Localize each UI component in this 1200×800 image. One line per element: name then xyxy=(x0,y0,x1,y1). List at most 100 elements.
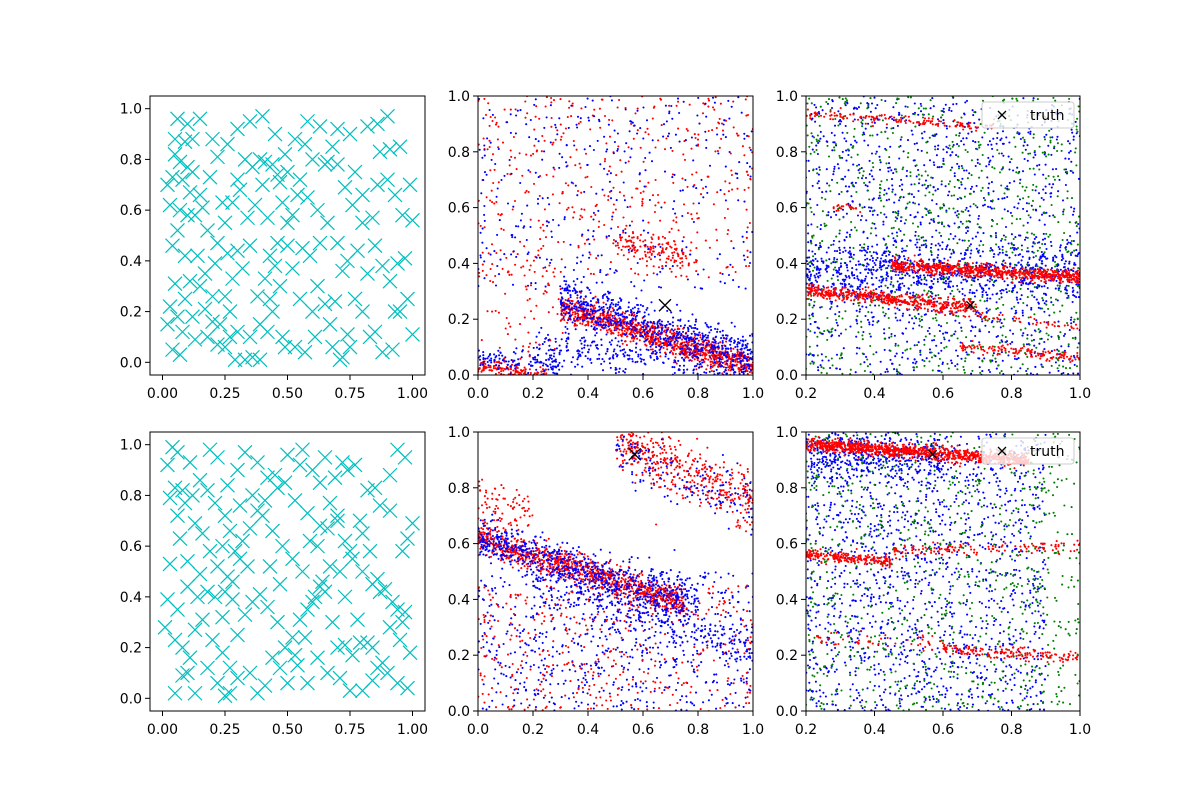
data-point xyxy=(571,311,575,314)
data-point xyxy=(1019,298,1022,301)
data-point xyxy=(620,170,623,173)
data-point xyxy=(664,324,667,327)
data-point xyxy=(954,330,957,333)
data-point xyxy=(613,321,616,324)
data-point xyxy=(478,97,481,101)
data-point xyxy=(499,249,502,252)
data-point xyxy=(692,202,695,205)
data-point xyxy=(668,104,671,107)
data-point xyxy=(591,297,594,300)
data-point xyxy=(521,349,524,352)
data-point xyxy=(631,360,634,363)
data-point xyxy=(696,352,700,355)
data-point xyxy=(1007,155,1010,158)
data-point xyxy=(531,364,534,367)
data-point xyxy=(566,321,569,324)
data-point xyxy=(508,164,511,167)
data-point xyxy=(887,162,891,165)
data-point xyxy=(481,156,484,159)
data-point xyxy=(917,168,920,172)
data-point xyxy=(868,181,871,184)
data-point xyxy=(978,118,981,121)
data-point xyxy=(1037,192,1041,195)
sample-point xyxy=(250,288,265,304)
data-point xyxy=(562,312,565,315)
data-point xyxy=(720,122,724,125)
data-point xyxy=(628,224,631,227)
data-point xyxy=(999,289,1002,292)
data-point xyxy=(892,106,895,109)
data-point xyxy=(587,116,590,119)
data-point xyxy=(874,227,877,230)
data-point xyxy=(982,204,985,207)
data-point xyxy=(645,331,649,334)
data-point xyxy=(659,343,662,346)
data-point xyxy=(728,339,731,342)
data-point xyxy=(704,102,707,105)
data-point xyxy=(981,320,984,323)
data-point xyxy=(682,344,685,347)
data-point xyxy=(660,251,663,255)
data-point xyxy=(722,366,725,369)
data-point xyxy=(639,245,642,248)
data-point xyxy=(832,261,835,264)
data-point xyxy=(610,299,613,302)
data-point xyxy=(717,342,720,345)
data-point xyxy=(928,348,932,351)
data-point xyxy=(1019,178,1022,181)
data-point xyxy=(597,298,600,301)
sample-point xyxy=(380,172,395,188)
data-point xyxy=(558,202,561,205)
data-point xyxy=(972,190,975,193)
data-point xyxy=(856,322,859,325)
data-point xyxy=(592,323,595,326)
truth-marker xyxy=(658,298,672,312)
data-point xyxy=(566,299,569,302)
data-point xyxy=(1000,322,1003,325)
data-point xyxy=(522,372,526,375)
data-point xyxy=(740,111,743,114)
data-point xyxy=(632,244,635,247)
data-point xyxy=(920,149,923,152)
data-point xyxy=(896,307,899,310)
data-point xyxy=(634,351,638,354)
data-point xyxy=(961,239,964,242)
data-point xyxy=(866,318,870,321)
sample-point xyxy=(207,255,223,271)
data-point xyxy=(606,331,609,334)
data-point xyxy=(831,300,834,303)
data-point xyxy=(692,185,695,188)
data-point xyxy=(567,332,570,335)
data-point xyxy=(530,282,533,285)
sample-point xyxy=(175,172,190,188)
sample-point xyxy=(180,207,195,223)
data-point xyxy=(579,120,582,123)
data-point xyxy=(535,150,538,153)
data-point xyxy=(591,310,594,313)
data-point xyxy=(899,229,902,233)
data-point xyxy=(603,135,606,138)
data-point xyxy=(1001,359,1004,362)
data-point xyxy=(592,315,595,318)
data-point xyxy=(690,241,693,244)
data-point xyxy=(897,210,900,213)
data-point xyxy=(580,305,583,308)
data-point xyxy=(853,106,856,109)
data-point xyxy=(748,364,751,367)
data-point xyxy=(579,260,582,263)
data-point xyxy=(583,208,586,211)
data-point xyxy=(488,139,491,142)
data-point xyxy=(732,247,735,250)
data-point xyxy=(730,357,733,360)
data-point xyxy=(596,347,599,350)
data-point xyxy=(630,147,633,150)
data-point xyxy=(1016,298,1019,301)
data-point xyxy=(705,146,708,149)
data-point xyxy=(896,217,899,220)
data-point xyxy=(1048,214,1051,218)
data-point xyxy=(1000,137,1003,140)
data-point xyxy=(836,258,839,261)
data-point xyxy=(620,321,623,324)
data-point xyxy=(703,360,706,363)
data-point xyxy=(891,188,894,191)
